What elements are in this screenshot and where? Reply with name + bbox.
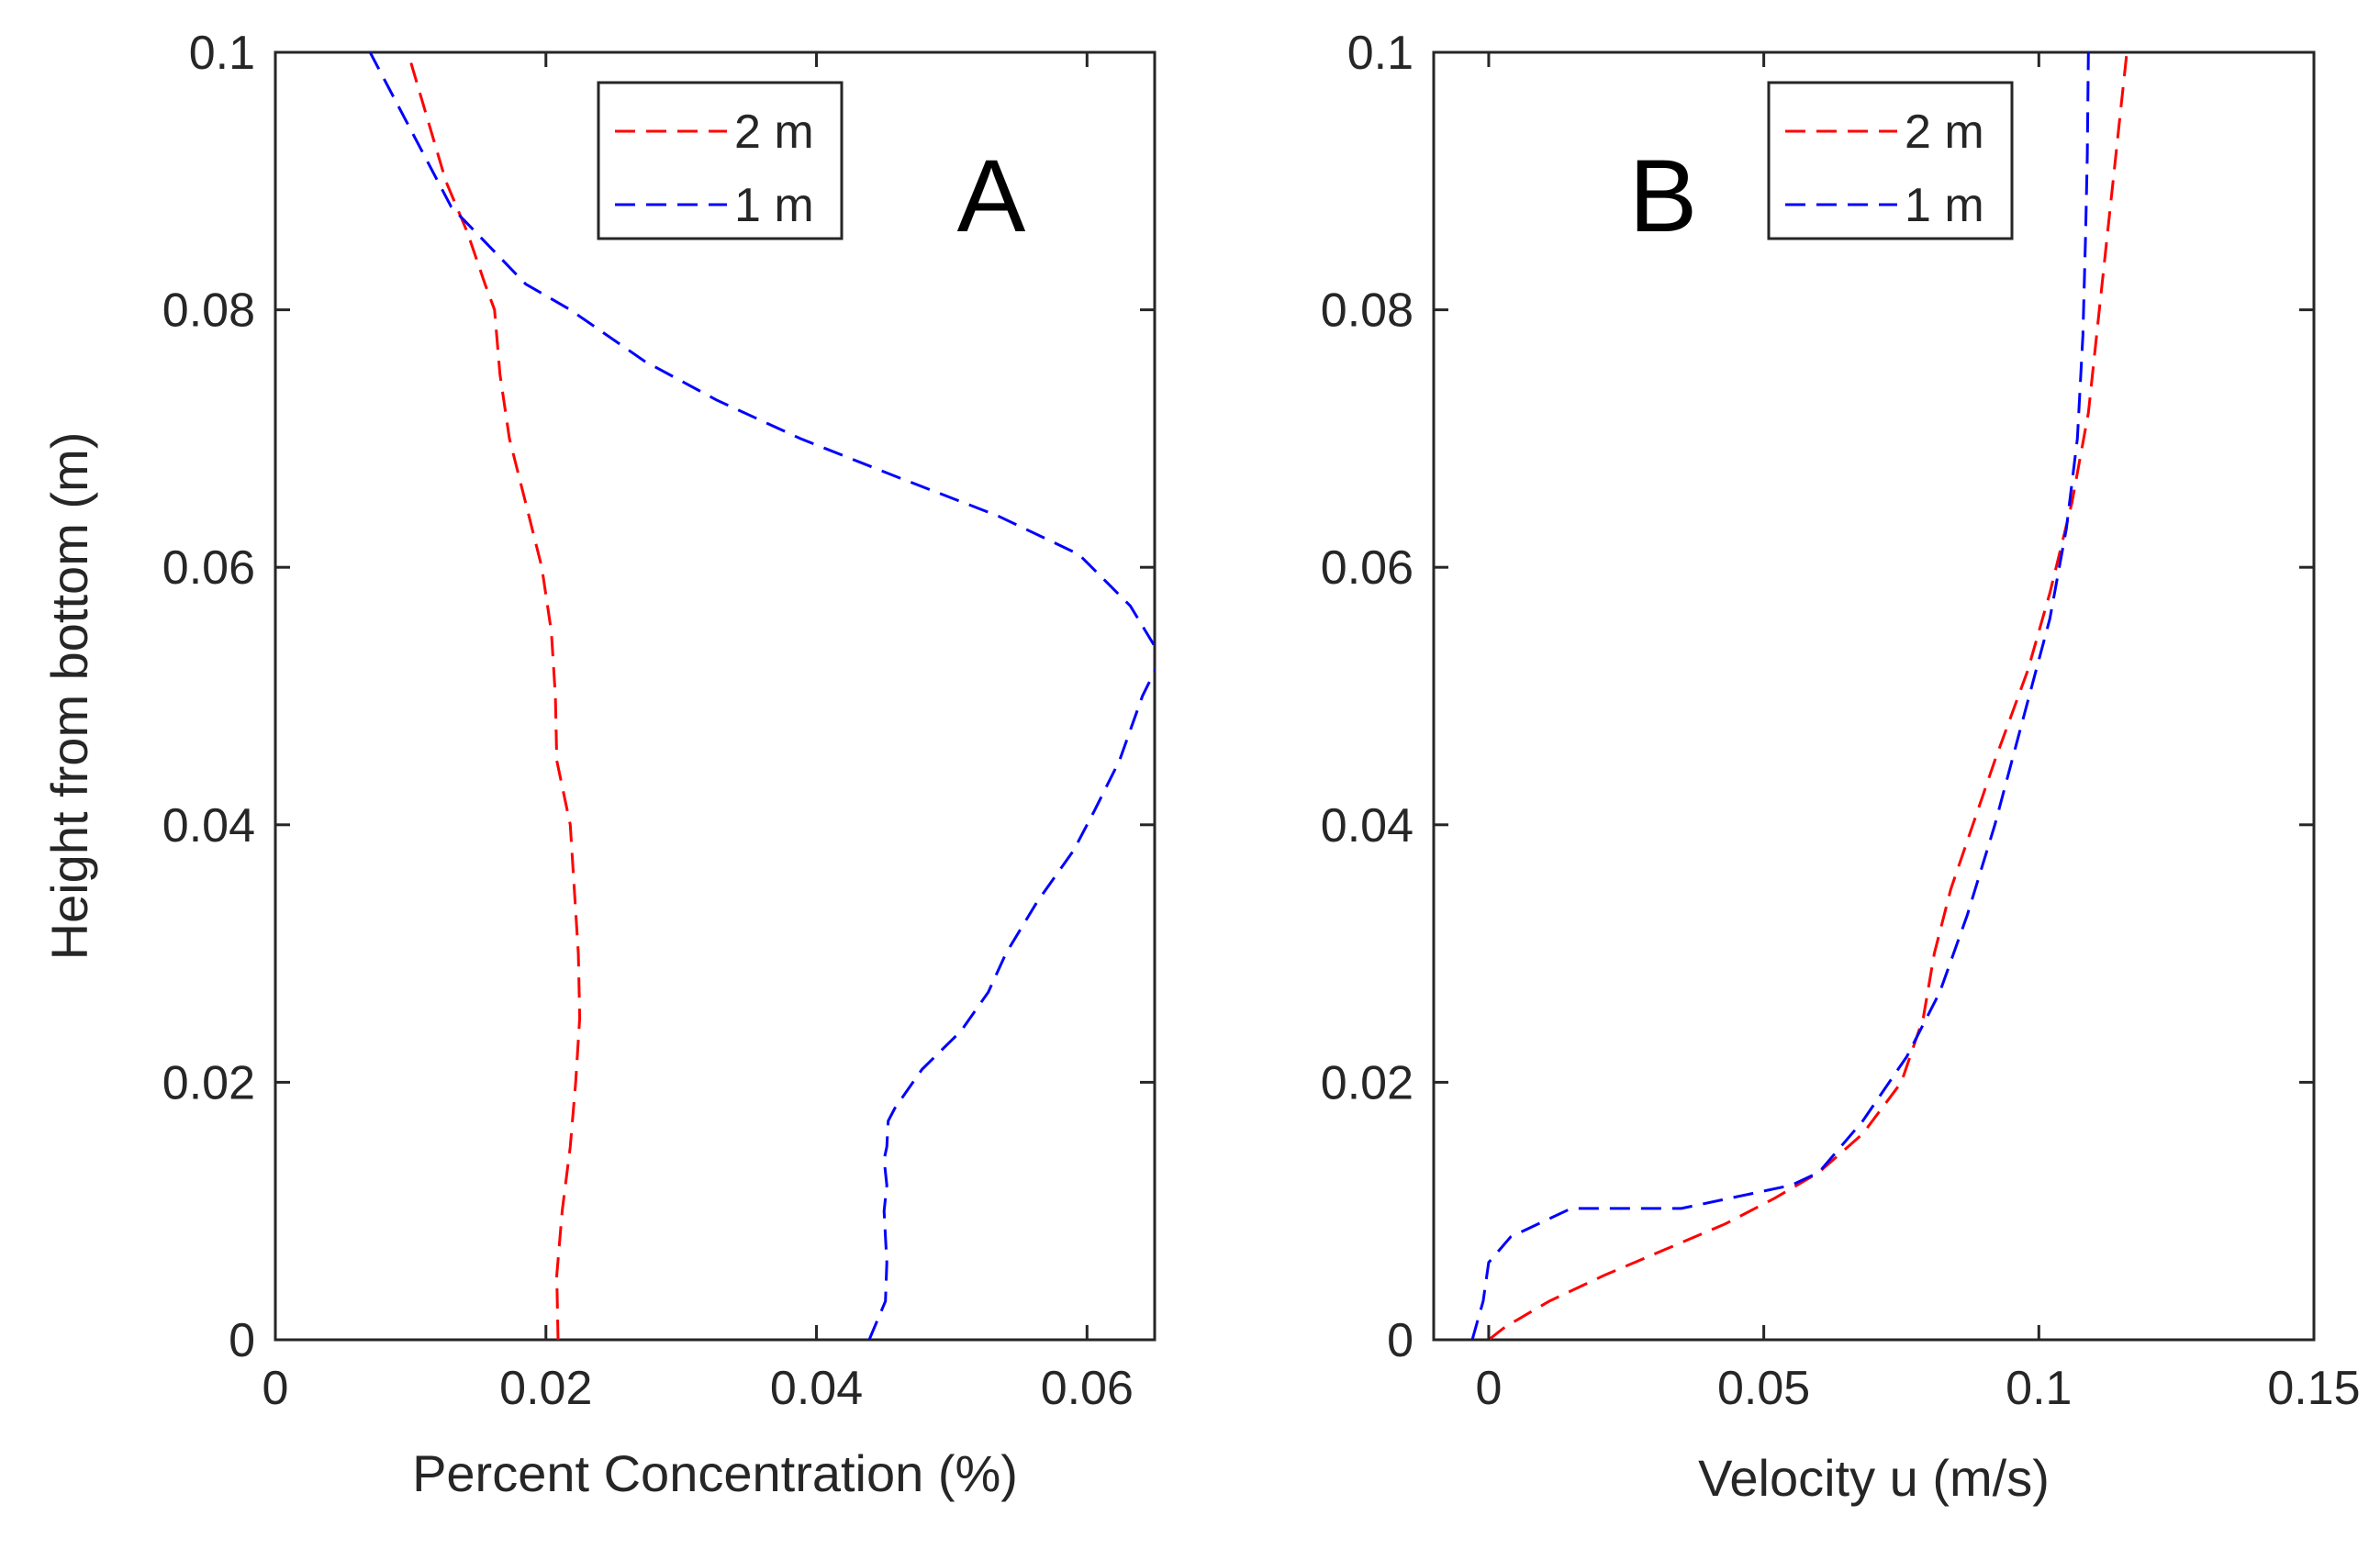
panel-a-y-tick-label: 0.1 [189,27,255,80]
panel-a-y-tick-label: 0.06 [162,541,255,595]
panel-a-x-tick-label: 0.02 [499,1362,592,1415]
panel-a-y-tick-label: 0.04 [162,799,255,853]
panel-a-legend-label-2m: 2 m [734,106,814,159]
panel-b-x-tick-label: 0.05 [1717,1362,1810,1415]
panel-a-y-tick-label: 0.02 [162,1056,255,1109]
panel-a-y-tick-label: 0.08 [162,284,255,338]
panel-a-x-axis-label: Percent Concentration (%) [412,1444,1018,1502]
panel-a: 0 0.02 0.04 0.06 0 0.02 0.04 0.06 0.08 0.1 Percen… [40,27,1156,1502]
panel-b-y-tick-label: 0.06 [1321,541,1413,595]
panel-b-series [1470,52,2129,1340]
panel-b-x-tick-label: 0.1 [2006,1362,2072,1415]
panel-a-x-tick-label: 0 [263,1362,289,1415]
panel-b-x-tick-label: 0.15 [2267,1362,2360,1415]
panel-a-legend: 2 m 1 m [597,81,844,240]
panel-b-legend-label-2m: 2 m [1905,106,1984,159]
panel-b-x-tick-label: 0 [1475,1362,1502,1415]
panel-b-ticks: 0 0.05 0.1 0.15 0 0.02 0.04 0.06 0.08 0.1 [1321,27,2361,1415]
panel-b-letter: B [1629,139,1698,253]
panel-b-y-tick-label: 0.02 [1321,1056,1413,1109]
panel-a-ticks: 0 0.02 0.04 0.06 0 0.02 0.04 0.06 0.08 0.1 [162,27,1155,1415]
panel-b-y-tick-label: 0.04 [1321,799,1413,853]
panel-a-x-tick-label: 0.04 [770,1362,863,1415]
panel-b-legend-label-1m: 1 m [1905,179,1984,232]
panel-b: 0 0.05 0.1 0.15 0 0.02 0.04 0.06 0.08 0.1 Velocit… [1321,27,2361,1507]
panel-a-x-tick-label: 0.06 [1041,1362,1134,1415]
panel-b-y-tick-label: 0 [1387,1314,1413,1367]
panel-b-y-tick-label: 0.08 [1321,284,1413,338]
panel-b-series-2m-line [1487,52,2129,1340]
panel-b-series-1m-line [1470,52,2090,1340]
panel-a-series [368,52,1155,1340]
panel-b-y-tick-label: 0.1 [1347,27,1413,80]
panel-a-legend-label-1m: 1 m [734,179,814,232]
panel-a-legend-box [597,81,844,240]
panel-a-frame [274,50,1156,1342]
panel-a-letter: A [957,139,1026,253]
panel-b-legend-box [1767,81,2014,240]
panel-a-y-axis-label: Height from bottom (m) [40,432,98,961]
panel-b-frame [1432,50,2316,1342]
panel-b-legend: 2 m 1 m [1767,81,2014,240]
panel-b-x-axis-label: Velocity u (m/s) [1698,1449,2050,1507]
panel-a-series-1m-line [368,52,1155,1340]
panel-a-y-tick-label: 0 [229,1314,255,1367]
